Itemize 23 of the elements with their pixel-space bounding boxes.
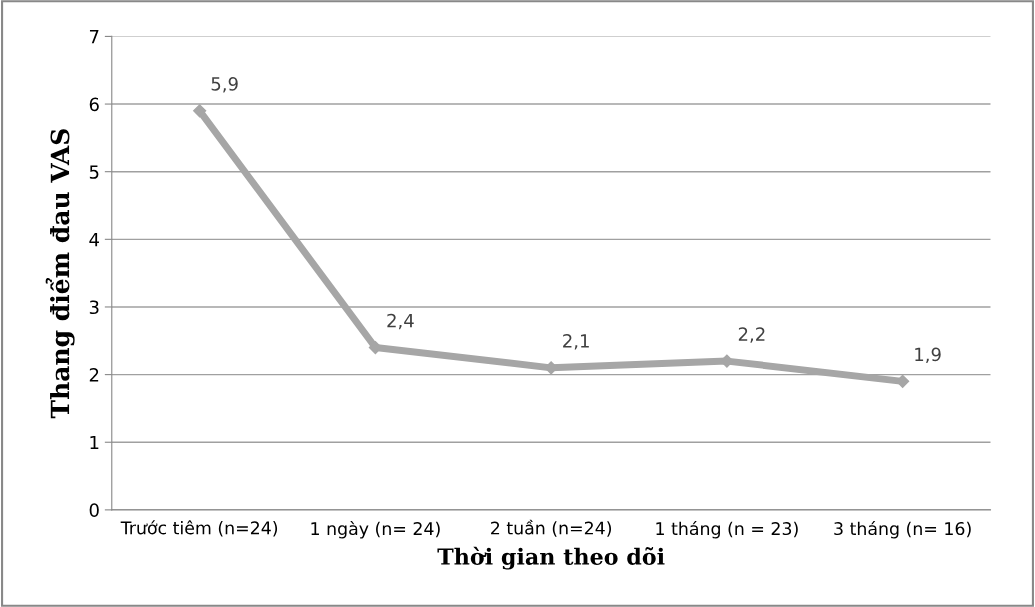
x-tick-label: 1 ngày (n= 24) [311, 520, 440, 539]
y-tick-label: 4 [89, 233, 99, 247]
data-label: 2,2 [738, 327, 765, 343]
x-tick-label: 3 tháng (n= 16) [834, 520, 971, 539]
y-tick-label: 3 [89, 300, 99, 315]
y-tick-label: 6 [89, 97, 99, 112]
y-tick-label: 5 [89, 165, 99, 179]
y-tick-label: 2 [89, 368, 99, 382]
y-tick-label: 1 [90, 435, 99, 450]
point [368, 340, 382, 355]
x-tick-label: Trước tiêm (n=24) [120, 520, 278, 537]
y-tick-label: 7 [89, 30, 99, 44]
x-tick-label: 1 tháng (n = 23) [656, 520, 798, 539]
x-tick-label: 2 tuần (n=24) [491, 519, 612, 537]
point [896, 374, 910, 388]
data-label: 5,9 [211, 77, 238, 93]
data-label: 2,1 [563, 334, 589, 350]
point [193, 104, 207, 118]
data-label: 1,9 [915, 347, 941, 364]
y-tick-label: 0 [89, 503, 99, 517]
data-label: 2,4 [387, 313, 414, 330]
y-axis-title: Thang điểm đau VAS [45, 129, 75, 419]
x-axis-title: Thời gian theo dõi [437, 546, 665, 570]
